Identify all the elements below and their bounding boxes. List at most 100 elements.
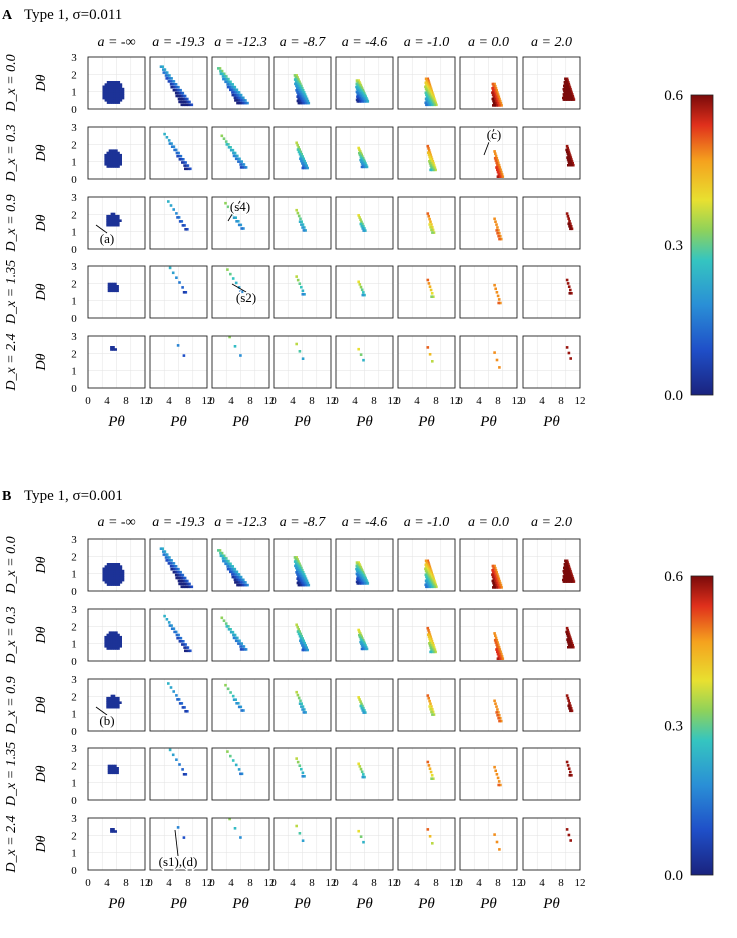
heatmap-cell (293, 78, 297, 81)
heatmap-cell (239, 645, 242, 648)
heatmap-cell (185, 649, 189, 653)
heatmap-cell (244, 583, 248, 587)
heatmap-cell (298, 571, 302, 574)
heatmap-cell (113, 101, 116, 104)
subplot-frame (335, 126, 394, 180)
heatmap-cell (499, 168, 502, 172)
heatmap-cell (111, 90, 114, 93)
heatmap-cell (237, 220, 240, 223)
heatmap-cell (295, 560, 299, 563)
heatmap-cell (297, 214, 301, 218)
heatmap-cell (492, 577, 496, 581)
heatmap-cell (233, 567, 237, 571)
heatmap-cell (493, 97, 496, 101)
heatmap-cell (432, 164, 436, 167)
heatmap-cell (568, 701, 571, 705)
heatmap-cell (359, 100, 363, 103)
row-label: D_x = 0.3 (4, 606, 19, 664)
subplot (87, 126, 146, 180)
heatmap-cell (174, 565, 178, 568)
heatmap-cell (106, 572, 110, 575)
heatmap-cell (115, 635, 118, 639)
heatmap-cell (433, 581, 437, 585)
heatmap-cell (361, 570, 365, 574)
heatmap-cell (112, 830, 115, 833)
heatmap-cell (430, 223, 433, 226)
x-tick-label: 4 (166, 877, 172, 889)
heatmap-cell (570, 575, 574, 578)
heatmap-cell (119, 156, 122, 159)
heatmap-cell (424, 583, 427, 587)
heatmap-cell (106, 101, 110, 104)
heatmap-cell (108, 221, 111, 225)
heatmap-cell (296, 693, 300, 697)
heatmap-cell (239, 354, 242, 357)
heatmap-cell (296, 91, 299, 94)
heatmap-cell (569, 357, 572, 360)
heatmap-cell (219, 551, 222, 555)
heatmap-cell (562, 93, 566, 96)
heatmap-cell (174, 83, 178, 86)
heatmap-cell (500, 170, 503, 174)
heatmap-cell (244, 99, 247, 102)
heatmap-cell (365, 165, 369, 169)
heatmap-cell (359, 95, 362, 98)
heatmap-cell (243, 648, 246, 651)
heatmap-cell (426, 585, 430, 589)
heatmap-cell (178, 763, 181, 766)
heatmap-cell (566, 571, 569, 575)
heatmap-cell (112, 694, 116, 698)
y-axis-label: Dθ (34, 556, 49, 574)
heatmap-cell (231, 83, 234, 86)
heatmap-cell (238, 96, 242, 100)
heatmap-cell (111, 583, 114, 586)
heatmap-cell (242, 583, 246, 587)
heatmap-cell (108, 642, 112, 646)
heatmap-cell (110, 645, 114, 648)
heatmap-cell (496, 776, 500, 780)
heatmap-cell (498, 714, 501, 717)
heatmap-cell (428, 97, 431, 101)
heatmap-cell (566, 89, 569, 93)
heatmap-cell (102, 569, 106, 573)
y-axis-label: Dθ (34, 765, 49, 783)
heatmap-cell (362, 95, 366, 98)
heatmap-cell (240, 772, 244, 776)
subplot (459, 56, 518, 110)
heatmap-cell (115, 101, 118, 104)
heatmap-cell (300, 157, 304, 161)
heatmap-cell (362, 90, 365, 94)
heatmap-cell (295, 342, 298, 346)
heatmap-cell (171, 753, 175, 757)
heatmap-cell (426, 81, 429, 85)
heatmap-cell (224, 622, 228, 625)
heatmap-cell (493, 575, 496, 578)
heatmap-cell (491, 97, 495, 101)
heatmap-cell (184, 773, 188, 776)
heatmap-cell (113, 565, 116, 568)
heatmap-cell (355, 82, 359, 86)
heatmap-cell (494, 566, 497, 570)
subplot (211, 56, 270, 110)
heatmap-cell (231, 85, 235, 89)
heatmap-cell (562, 580, 566, 583)
heatmap-cell (426, 83, 430, 87)
heatmap-cell (358, 93, 362, 97)
heatmap-cell (496, 101, 499, 105)
heatmap-cell (302, 573, 306, 576)
heatmap-cell (117, 219, 120, 222)
heatmap-cell (162, 71, 166, 74)
heatmap-cell (301, 637, 304, 640)
heatmap-cell (111, 581, 114, 584)
heatmap-cell (246, 583, 249, 587)
x-tick-label: 0 (520, 395, 526, 407)
heatmap-cell (113, 574, 116, 577)
heatmap-cell (106, 99, 110, 102)
heatmap-cell (497, 99, 500, 103)
heatmap-cell (185, 585, 189, 589)
heatmap-cell (429, 650, 432, 654)
heatmap-cell (168, 77, 172, 80)
heatmap-cell (300, 767, 303, 771)
heatmap-cell (565, 346, 569, 349)
heatmap-cell (113, 99, 116, 102)
